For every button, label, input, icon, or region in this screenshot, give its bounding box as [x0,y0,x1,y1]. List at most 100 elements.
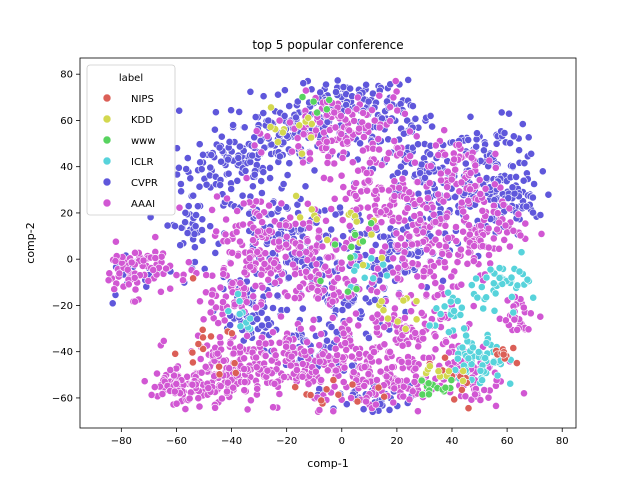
data-point [227,185,236,193]
data-point [317,376,325,384]
data-point [386,117,394,125]
data-point [495,264,504,272]
data-point [348,380,357,389]
data-point [382,271,391,280]
data-point [367,254,376,263]
data-point [321,262,330,271]
data-point [273,291,282,300]
legend: label NIPS KDD www ICLR CVPR AAAI [86,64,176,216]
data-point [393,241,402,250]
data-point [275,338,284,347]
data-point [426,150,435,159]
data-point [199,333,207,342]
data-point [295,283,304,291]
data-point [507,273,516,282]
data-point [519,176,528,185]
data-point [490,180,499,189]
data-point [362,397,370,406]
data-point [400,109,409,118]
data-point [519,303,528,312]
data-point [252,127,261,135]
data-point [307,205,316,214]
x-tick-label: −60 [166,436,187,447]
data-point [530,180,538,188]
data-point [191,222,200,231]
data-point [456,310,465,319]
data-point [347,242,356,251]
legend-label: KDD [131,115,153,126]
data-point [239,220,247,229]
data-point [529,193,537,202]
series-kdd [266,103,468,385]
data-point [277,312,285,321]
data-point [264,321,273,329]
data-point [219,298,227,306]
data-point [476,366,485,375]
data-point [292,113,300,122]
data-point [283,305,291,314]
data-point [349,368,358,377]
data-point [516,231,525,240]
data-point [453,258,462,266]
data-point [369,274,378,283]
data-point [198,236,207,245]
data-point [188,348,197,357]
data-point [194,340,203,348]
data-point [216,382,225,391]
data-point [181,405,190,413]
data-point [434,151,443,159]
data-point [195,182,204,191]
data-point [325,96,334,104]
data-point [188,380,197,389]
data-point [469,257,478,265]
data-point [447,376,456,384]
data-point [252,363,261,372]
data-point [263,366,272,375]
data-point [377,218,386,227]
y-tick-label: 0 [67,255,73,266]
data-point [337,258,346,267]
data-point [229,349,238,358]
data-point [504,194,513,202]
data-point [240,365,248,373]
data-point [408,387,417,396]
data-point [278,128,287,137]
data-point [390,137,399,145]
data-point [489,358,498,366]
data-point [269,403,277,412]
data-point [363,203,372,212]
data-point [243,405,252,414]
data-point [329,291,338,299]
data-point [197,368,206,377]
data-point [253,315,262,323]
data-point [307,133,316,142]
data-point [466,185,474,194]
data-point [435,241,444,250]
data-point [326,175,335,184]
data-point [306,155,314,164]
data-point [373,310,382,319]
data-point [454,140,463,149]
data-point [414,248,423,256]
data-point [481,184,490,193]
data-point [309,97,318,106]
data-point [292,366,301,374]
data-point [176,180,185,188]
data-point [520,159,529,168]
y-tick-label: −60 [52,393,73,404]
data-point [214,319,223,327]
data-point [246,314,255,323]
data-point [311,367,320,376]
data-point [343,137,352,146]
data-point [265,226,274,235]
data-point [529,208,537,217]
data-point [464,196,473,205]
data-point [397,357,406,366]
data-point [350,266,359,275]
data-point [183,154,192,162]
data-point [131,248,139,257]
data-point [264,116,273,125]
data-point [400,261,409,269]
data-point [380,323,389,331]
data-point [211,108,220,117]
